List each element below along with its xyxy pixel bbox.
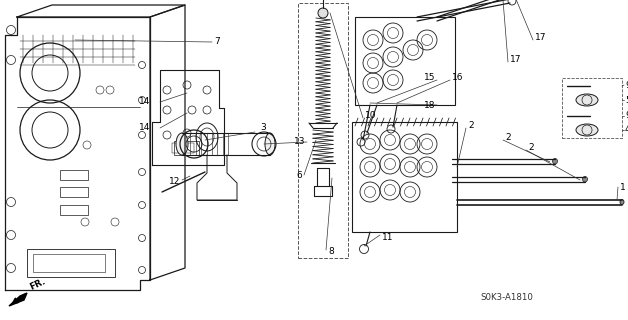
Text: 4: 4	[625, 125, 628, 134]
Text: 18: 18	[423, 100, 435, 109]
Bar	[33, 254, 105, 272]
Ellipse shape	[576, 94, 598, 106]
Ellipse shape	[583, 176, 588, 182]
Bar	[174, 141, 199, 155]
Text: 17: 17	[510, 55, 521, 65]
Text: 5: 5	[625, 95, 628, 105]
Text: 9: 9	[625, 111, 628, 121]
Text: FR.: FR.	[28, 277, 46, 292]
Ellipse shape	[265, 133, 275, 155]
Text: 3: 3	[260, 124, 266, 132]
Bar	[298, 3, 348, 258]
Text: S0K3-A1810: S0K3-A1810	[480, 293, 533, 302]
Text: 13: 13	[293, 138, 305, 147]
Bar	[60, 187, 88, 197]
Bar	[352, 122, 457, 232]
Ellipse shape	[176, 133, 188, 155]
Text: 9: 9	[625, 81, 628, 90]
Bar	[60, 170, 88, 180]
Circle shape	[318, 8, 328, 18]
Text: 15: 15	[423, 74, 435, 83]
Ellipse shape	[620, 199, 624, 204]
Text: 14: 14	[139, 124, 150, 132]
Polygon shape	[9, 293, 27, 306]
Text: 2: 2	[528, 143, 534, 153]
Text: 2: 2	[505, 133, 511, 142]
Bar	[60, 205, 88, 215]
Bar	[562, 78, 622, 138]
Text: 17: 17	[535, 34, 546, 43]
Bar	[27, 249, 115, 277]
Bar	[355, 17, 455, 105]
Text: 16: 16	[452, 74, 463, 83]
Text: 1: 1	[620, 182, 625, 191]
Ellipse shape	[576, 124, 598, 136]
Text: 7: 7	[214, 37, 220, 46]
Text: 6: 6	[296, 171, 302, 180]
Ellipse shape	[553, 158, 558, 164]
Text: 12: 12	[169, 178, 180, 187]
Text: 11: 11	[382, 234, 394, 243]
Text: 14: 14	[139, 98, 150, 107]
Text: 8: 8	[328, 247, 333, 257]
Text: 2: 2	[468, 122, 474, 131]
Bar	[172, 143, 194, 153]
Text: 10: 10	[365, 110, 377, 119]
